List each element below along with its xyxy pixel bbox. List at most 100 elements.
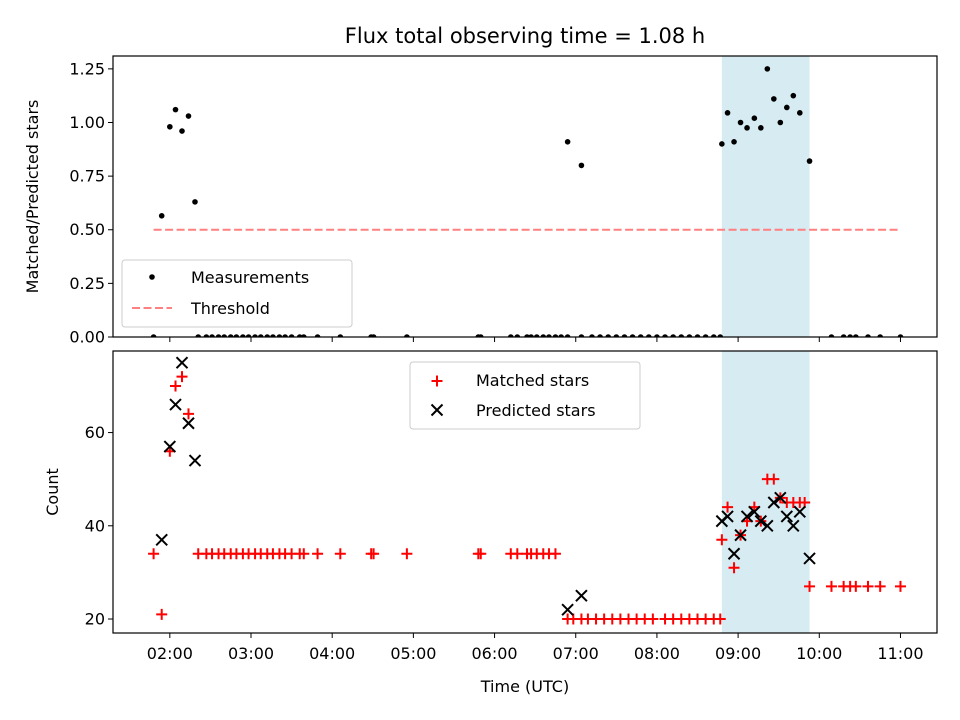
measurement-point — [257, 334, 264, 337]
top-y-tick-label: 1.25 — [69, 59, 105, 78]
bottom-x-tick-label: 10:00 — [796, 644, 842, 663]
matched-star-point — [298, 548, 310, 560]
legend-measurements-marker — [149, 274, 155, 280]
chart-title: Flux total observing time = 1.08 h — [345, 24, 705, 48]
top-y-tick-label: 0.50 — [69, 220, 105, 239]
predicted-star-point — [767, 496, 781, 509]
predicted-star-point — [748, 505, 761, 519]
top-y-tick-label: 0.25 — [69, 274, 105, 293]
measurement-point — [337, 334, 344, 337]
measurement-point — [167, 123, 173, 130]
matched-star-point — [183, 408, 194, 420]
predicted-star-point — [561, 603, 574, 616]
top-y-ticks: 0.00 0.25 0.50 0.75 1.00 1.25 — [69, 59, 113, 347]
predicted-star-point — [761, 519, 774, 533]
measurement-point — [564, 139, 571, 145]
top-y-axis-label: Matched/Predicted stars — [23, 100, 42, 294]
bottom-x-tick-label: 04:00 — [309, 644, 355, 663]
measurement-point — [546, 334, 552, 337]
predicted-star-point — [721, 510, 734, 523]
x-axis-label: Time (UTC) — [480, 677, 569, 696]
measurement-point — [233, 334, 240, 337]
measurement-point — [764, 66, 771, 72]
top-legend-box — [121, 259, 353, 328]
predicted-star-point — [169, 398, 182, 411]
bottom-marks — [148, 356, 906, 625]
measurement-point — [300, 334, 307, 337]
bottom-y-tick-label: 60 — [85, 423, 105, 442]
matched-star-point — [874, 580, 886, 592]
measurement-point — [227, 334, 234, 337]
measurement-point — [185, 113, 192, 119]
matched-star-point — [714, 613, 726, 625]
bottom-y-axis-label: Count — [43, 468, 62, 516]
measurement-point — [264, 334, 271, 337]
predicted-star-point — [575, 589, 588, 602]
measurement-point — [877, 334, 883, 337]
bottom-x-tick-label: 05:00 — [390, 644, 436, 663]
matched-star-point — [148, 548, 160, 560]
measurement-point — [221, 334, 228, 337]
predicted-star-point — [734, 528, 747, 542]
measurement-point — [853, 334, 859, 337]
measurement-point — [670, 334, 676, 337]
matched-star-point — [728, 562, 740, 574]
measurement-point — [209, 334, 215, 337]
bottom-x-tick-label: 02:00 — [147, 644, 193, 663]
measurement-point — [533, 334, 540, 337]
predicted-star-point — [163, 440, 177, 453]
predicted-star-point — [740, 510, 754, 523]
measurement-point — [514, 334, 521, 337]
bottom-x-tick-label: 06:00 — [472, 644, 518, 663]
measurement-point — [744, 125, 750, 131]
bottom-legend-box — [409, 361, 641, 430]
measurement-point — [564, 334, 571, 337]
matched-star-point — [722, 501, 734, 513]
bottom-y-tick-label: 20 — [85, 610, 105, 629]
matched-star-point — [549, 548, 561, 560]
bottom-panel: 20 40 60 02:00 03:00 04:00 05:00 06:00 07:00 08:… — [43, 350, 938, 696]
measurement-point — [613, 334, 620, 337]
predicted-star-point — [188, 454, 202, 467]
measurement-point — [797, 110, 803, 116]
matched-star-point — [368, 548, 380, 560]
measurement-point — [314, 334, 321, 337]
measurement-point — [710, 334, 717, 337]
matched-star-point — [312, 548, 324, 560]
bottom-highlight-band — [721, 351, 810, 633]
matched-star-point — [401, 548, 413, 560]
matched-star-point — [804, 580, 816, 592]
predicted-star-point — [803, 552, 816, 565]
matched-star-point — [176, 371, 188, 383]
measurement-point — [731, 139, 737, 145]
legend-predicted-label: Predicted stars — [476, 401, 596, 420]
measurement-point — [777, 119, 784, 126]
predicted-star-point — [182, 417, 195, 430]
measurement-point — [270, 334, 276, 337]
measurement-point — [172, 106, 179, 113]
measurement-point — [240, 334, 246, 337]
measurement-point — [847, 334, 853, 337]
predicted-star-point — [175, 356, 189, 369]
top-marks — [150, 66, 904, 337]
measurement-point — [158, 213, 165, 219]
measurement-point — [758, 125, 764, 131]
measurement-point — [276, 334, 283, 337]
top-x-ticks — [169, 337, 901, 342]
measurement-point — [719, 141, 725, 147]
measurement-point — [694, 334, 701, 337]
bottom-x-tick-label: 08:00 — [634, 644, 680, 663]
matched-star-point — [850, 580, 862, 592]
matched-star-point — [511, 548, 523, 560]
measurement-point — [737, 119, 744, 126]
top-y-tick-label: 0.75 — [69, 167, 105, 186]
matched-star-point — [894, 580, 906, 592]
measurement-point — [654, 334, 660, 337]
measurement-point — [179, 128, 185, 134]
measurement-point — [578, 334, 585, 337]
measurement-point — [252, 334, 258, 337]
predicted-star-point — [754, 514, 768, 528]
measurement-point — [865, 334, 871, 337]
measurement-point — [897, 334, 904, 337]
top-panel: 0.00 0.25 0.50 0.75 1.00 1.25 Flux total obse… — [23, 24, 938, 347]
